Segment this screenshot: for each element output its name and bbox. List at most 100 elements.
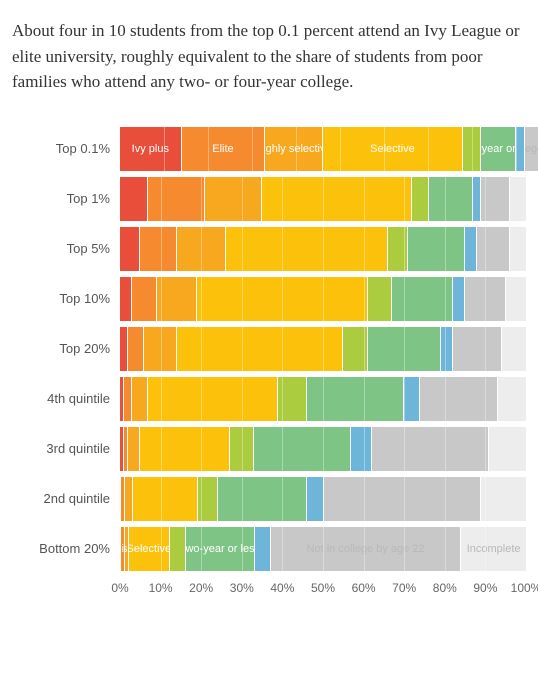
segment-for_profit [465, 227, 477, 271]
row-label: 4th quintile [12, 391, 120, 406]
segment-not_in_college [324, 477, 482, 521]
segment-label: Highly selective [265, 143, 322, 155]
x-axis-tick: 90% [473, 581, 497, 595]
segment-not_in_college [420, 377, 497, 421]
segment-not_in_college: Not in college by age 22 [525, 127, 538, 171]
segment-selective [148, 377, 278, 421]
row-label: Top 0.1% [12, 141, 120, 156]
bar [120, 277, 526, 321]
row-label: Top 5% [12, 241, 120, 256]
segment-selective [197, 277, 368, 321]
segment-ivy_plus [120, 277, 132, 321]
row-label: 3rd quintile [12, 441, 120, 456]
segment-elite: Elite [182, 127, 266, 171]
segment-nonselective [198, 477, 218, 521]
segment-not_in_college [477, 227, 509, 271]
x-axis-tick: 50% [311, 581, 335, 595]
x-axis-tick: 40% [270, 581, 294, 595]
segment-ivy_plus [120, 177, 148, 221]
segment-label: Selective [129, 543, 170, 555]
segment-label: Two-year or less [481, 143, 516, 155]
bar: Ivy plus Elite Highly selectiveSelective Tw… [120, 127, 538, 171]
segment-two_year [392, 277, 453, 321]
chart-row: Top 0.1% Ivy plus Elite Highly selectiveSel… [12, 127, 526, 171]
segment-incomplete [506, 277, 526, 321]
x-axis-tick: 60% [352, 581, 376, 595]
segment-incomplete [498, 377, 526, 421]
chart-row: Top 1% [12, 177, 526, 221]
x-axis-tick: 10% [149, 581, 173, 595]
segment-selective: Selective [323, 127, 464, 171]
segment-selective: Selective [129, 527, 170, 571]
segment-for_profit [307, 477, 323, 521]
segment-for_profit [255, 527, 271, 571]
segment-for_profit [516, 127, 525, 171]
segment-for_profit [404, 377, 420, 421]
segment-for_profit [351, 427, 371, 471]
segment-ivy_plus [120, 327, 128, 371]
segment-highly_selective [132, 377, 148, 421]
chart-row: 4th quintile [12, 377, 526, 421]
chart-row: Top 5% [12, 227, 526, 271]
segment-incomplete [489, 427, 526, 471]
segment-label: Incomplete [467, 543, 521, 555]
segment-highly_selective [125, 477, 133, 521]
segment-two_year [408, 227, 465, 271]
segment-highly_selective [144, 327, 176, 371]
segment-elite [148, 177, 205, 221]
row-label: 2nd quintile [12, 491, 120, 506]
segment-selective [262, 177, 412, 221]
bar: EliteHighly selectiveSelectiveTwo-year o… [120, 527, 526, 571]
chart-caption: About four in 10 students from the top 0… [12, 18, 526, 95]
row-label: Top 1% [12, 191, 120, 206]
segment-not_in_college: Not in college by age 22 [271, 527, 461, 571]
segment-incomplete [510, 227, 526, 271]
segment-nonselective [343, 327, 367, 371]
segment-ivy_plus [120, 227, 140, 271]
segment-elite [124, 377, 132, 421]
segment-not_in_college [372, 427, 490, 471]
segment-selective [177, 327, 343, 371]
segment-label: Ivy plus [132, 143, 169, 155]
segment-elite [128, 327, 144, 371]
bar [120, 477, 526, 521]
segment-nonselective [463, 127, 481, 171]
segment-selective [133, 477, 198, 521]
segment-highly_selective [177, 227, 226, 271]
chart-row: 2nd quintile [12, 477, 526, 521]
segment-label: Elite [212, 143, 233, 155]
segment-label: Not in college by age 22 [525, 143, 538, 155]
x-axis-tick: 30% [230, 581, 254, 595]
segment-elite [140, 227, 177, 271]
segment-incomplete: Incomplete [461, 527, 526, 571]
x-axis: 0%10%20%30%40%50%60%70%80%90%100% [120, 577, 526, 597]
segment-not_in_college [481, 177, 509, 221]
segment-nonselective [388, 227, 408, 271]
row-label: Bottom 20% [12, 541, 120, 556]
segment-two_year [368, 327, 441, 371]
x-axis-tick: 80% [433, 581, 457, 595]
segment-nonselective [170, 527, 186, 571]
x-axis-tick: 70% [392, 581, 416, 595]
chart-row: Bottom 20%EliteHighly selectiveSelective… [12, 527, 526, 571]
segment-nonselective [278, 377, 306, 421]
segment-label: Two-year or less [186, 543, 255, 555]
college-attendance-chart: Top 0.1%Ivy plusEliteHighly selectiveSel… [12, 127, 526, 597]
segment-label: Not in college by age 22 [307, 543, 425, 555]
bar [120, 377, 526, 421]
segment-incomplete [502, 327, 526, 371]
segment-nonselective [230, 427, 254, 471]
segment-highly_selective [128, 427, 140, 471]
segment-two_year [307, 377, 404, 421]
row-label: Top 10% [12, 291, 120, 306]
segment-highly_selective [157, 277, 198, 321]
chart-row: Top 10% [12, 277, 526, 321]
segment-incomplete [481, 477, 526, 521]
segment-highly_selective [205, 177, 262, 221]
segment-selective [140, 427, 229, 471]
x-axis-tick: 100% [511, 581, 538, 595]
segment-ivy_plus: Ivy plus [120, 127, 182, 171]
segment-two_year [254, 427, 351, 471]
segment-two_year: Two-year or less [481, 127, 516, 171]
chart-row: Top 20% [12, 327, 526, 371]
